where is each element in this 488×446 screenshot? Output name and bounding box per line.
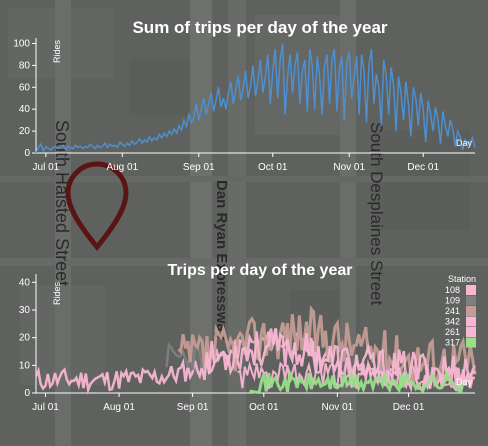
y-tick-label: 20 (19, 126, 31, 137)
legend-swatch (466, 327, 476, 337)
x-axis-label: Day (456, 138, 473, 148)
y-tick-label: 100 (13, 38, 30, 49)
x-tick-label: Oct 01 (249, 402, 279, 413)
y-tick-label: 10 (19, 360, 31, 371)
x-axis-label: Day (456, 377, 473, 387)
x-tick-label: Oct 01 (258, 162, 288, 173)
x-tick-label: Jul 01 (33, 162, 60, 173)
y-tick-label: 30 (19, 305, 31, 316)
legend-label: 108 (445, 285, 460, 295)
legend-swatch (466, 317, 476, 327)
y-axis-label: Rides (52, 40, 62, 64)
legend-label: 317 (445, 338, 460, 348)
legend-swatch (466, 296, 476, 306)
y-tick-label: 0 (24, 148, 30, 159)
legend-title: Station (448, 274, 476, 284)
x-tick-label: Dec 01 (393, 402, 425, 413)
y-tick-label: 80 (19, 60, 31, 71)
series-line (36, 44, 475, 154)
y-tick-label: 40 (19, 277, 31, 288)
y-tick-label: 0 (24, 388, 30, 399)
chart-title: Trips per day of the year (168, 262, 353, 279)
legend-swatch (466, 338, 476, 348)
x-tick-label: Sep 01 (177, 402, 209, 413)
legend-label: 261 (445, 327, 460, 337)
y-axis-label: Rides (52, 282, 62, 306)
legend-label: 241 (445, 306, 460, 316)
x-tick-label: Nov 01 (322, 402, 354, 413)
legend-swatch (466, 306, 476, 316)
x-tick-label: Nov 01 (333, 162, 365, 173)
chart-title: Sum of trips per day of the year (132, 18, 387, 37)
y-tick-label: 40 (19, 104, 31, 115)
y-tick-label: 20 (19, 333, 31, 344)
chart-trips-per-station: Trips per day of the year 0 10 20 30 40 Jul 0… (0, 246, 488, 446)
legend-label: 342 (445, 317, 460, 327)
x-tick-label: Dec 01 (407, 162, 439, 173)
y-tick-label: 60 (19, 82, 31, 93)
x-tick-label: Jul 01 (32, 402, 59, 413)
x-tick-label: Aug 01 (106, 162, 138, 173)
x-tick-label: Sep 01 (183, 162, 215, 173)
legend-label: 109 (445, 296, 460, 306)
chart-sum-trips: Sum of trips per day of the year 0 20 40 60… (0, 0, 488, 180)
legend-swatch (466, 285, 476, 295)
x-tick-label: Aug 01 (103, 402, 135, 413)
